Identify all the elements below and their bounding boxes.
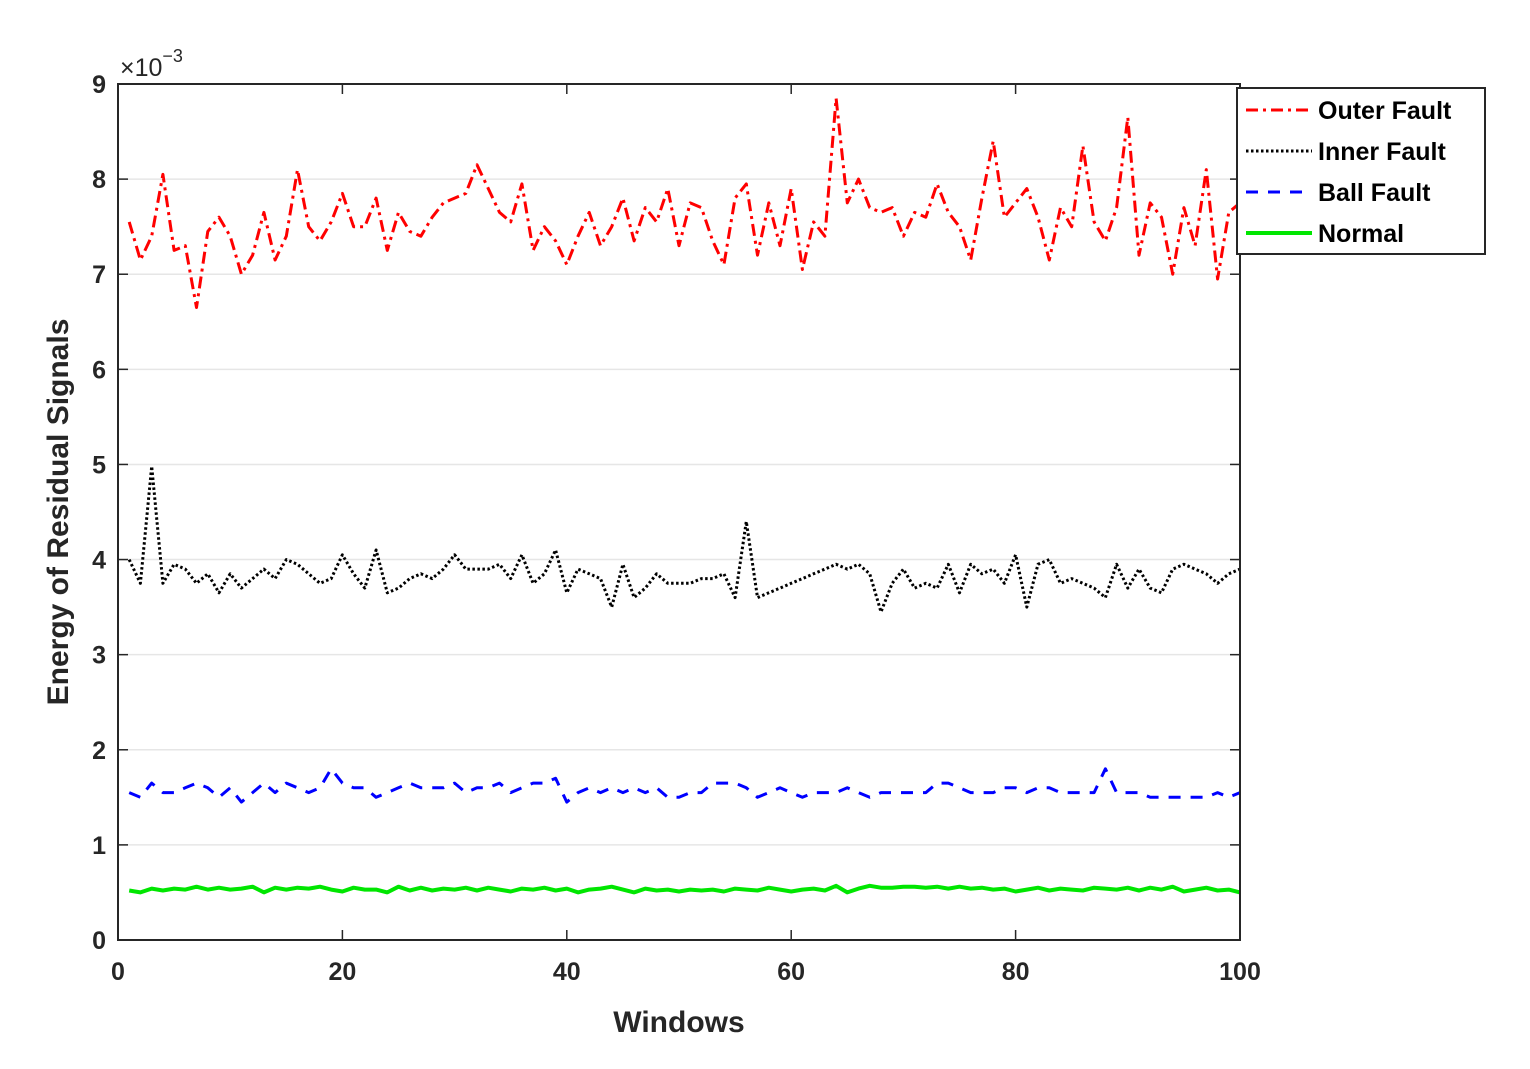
series-line-normal: [128, 883, 1241, 895]
y-tick-label: 4: [92, 547, 106, 575]
x-axis-title: Windows: [613, 1006, 744, 1039]
series-lines: [127, 96, 1241, 895]
y-tick-label: 1: [92, 832, 106, 860]
y-multiplier-exponent: −3: [162, 46, 183, 66]
legend-label: Ball Fault: [1318, 179, 1431, 207]
series-line-ball-fault: [128, 767, 1241, 804]
y-tick-label: 2: [92, 737, 106, 765]
legend: Outer Fault Inner Fault Ball Fault Normal: [1236, 87, 1486, 255]
y-tick-label: 6: [92, 356, 106, 384]
y-tick-label: 5: [92, 451, 106, 479]
x-tick-label: 20: [328, 958, 356, 986]
y-multiplier-label: ×10−3: [120, 46, 183, 82]
plot-border: [117, 83, 1241, 941]
y-tick-label: 0: [92, 927, 106, 955]
series-line-outer-fault: [127, 96, 1241, 309]
x-tick-label: 80: [1002, 958, 1030, 986]
series-line-inner-fault: [127, 464, 1241, 614]
x-tick-label: 0: [111, 958, 125, 986]
y-tick-label: 3: [92, 642, 106, 670]
x-tick-label: 100: [1219, 958, 1261, 986]
plot-area: [118, 84, 1240, 940]
y-tick-label: 9: [92, 71, 106, 99]
legend-label: Outer Fault: [1318, 97, 1452, 125]
y-axis-title: Energy of Residual Signals: [42, 319, 75, 706]
legend-label: Normal: [1318, 220, 1404, 248]
legend-label: Inner Fault: [1318, 138, 1446, 166]
y-tick-label: 8: [92, 166, 106, 194]
x-tick-label: 40: [553, 958, 581, 986]
legend-box: [1236, 87, 1486, 255]
axis-ticks: 0 1 2 3 4 5 6 7 8 9 0 20 40 60 80 100: [92, 71, 1261, 986]
x-tick-label: 60: [777, 958, 805, 986]
y-tick-label: 7: [92, 261, 106, 289]
